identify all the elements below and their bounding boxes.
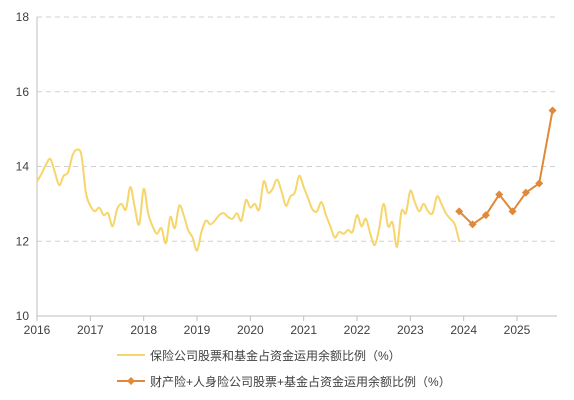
y-tick-label: 18 [16, 10, 30, 24]
x-tick-label: 2024 [450, 323, 477, 337]
x-tick-label: 2017 [77, 323, 104, 337]
diamond-marker-icon [127, 377, 135, 385]
legend-item-insurance-stock-fund-ratio: 保险公司股票和基金占资金运用余额比例（%） [117, 342, 451, 368]
data-point-marker [508, 207, 517, 216]
legend-item-pc-life-stock-fund-ratio: 财产险+人身险公司股票+基金占资金运用余额比例（%） [117, 368, 451, 394]
data-point-marker [535, 179, 544, 188]
x-tick-label: 2016 [24, 323, 51, 337]
legend-swatch-line [117, 354, 145, 356]
x-tick-label: 2022 [344, 323, 371, 337]
x-tick-label: 2019 [184, 323, 211, 337]
data-point-marker [481, 211, 490, 220]
data-point-marker [521, 188, 530, 197]
gridlines [37, 16, 557, 242]
x-tick-label: 2023 [397, 323, 424, 337]
legend-label: 财产险+人身险公司股票+基金占资金运用余额比例（%） [150, 374, 451, 389]
y-tick-labels: 10 12 14 16 18 [16, 10, 30, 323]
x-tick-label: 2018 [130, 323, 157, 337]
data-point-marker [468, 220, 477, 229]
x-tick-label: 2021 [290, 323, 317, 337]
series-line-0 [36, 148, 461, 252]
data-point-marker [495, 190, 504, 199]
x-tick-label: 2025 [504, 323, 531, 337]
y-tick-label: 10 [16, 309, 30, 323]
y-tick-label: 12 [16, 234, 30, 248]
data-point-marker [455, 207, 464, 216]
legend-swatch-line-diamond [117, 377, 145, 385]
data-point-marker [548, 106, 557, 115]
x-tick-labels: 2016 2017 2018 2019 2020 2021 2022 2023 2024 2025 [24, 323, 531, 337]
series-line-1 [458, 109, 554, 226]
axes [36, 17, 557, 321]
legend-label: 保险公司股票和基金占资金运用余额比例（%） [150, 348, 401, 363]
y-tick-label: 16 [16, 85, 30, 99]
series-lines [36, 106, 557, 252]
y-tick-label: 14 [16, 160, 30, 174]
x-tick-label: 2020 [237, 323, 264, 337]
legend: 保险公司股票和基金占资金运用余额比例（%） 财产险+人身险公司股票+基金占资金运… [117, 342, 451, 394]
